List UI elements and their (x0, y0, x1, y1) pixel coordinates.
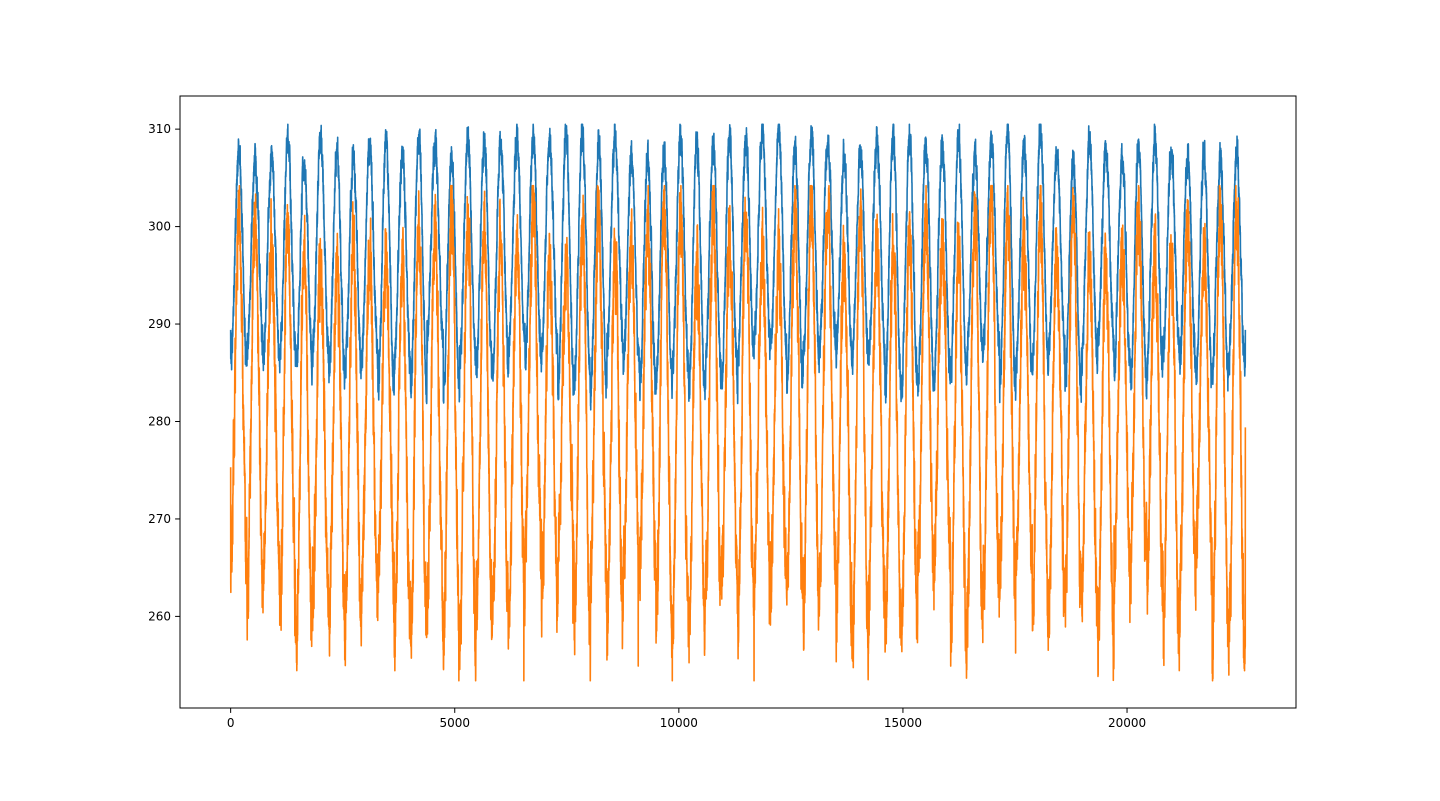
y-tick-label: 270 (148, 512, 171, 526)
x-axis: 0 5000 10000 15000 20000 (227, 708, 1146, 730)
x-tick-label: 10000 (660, 716, 698, 730)
x-tick-label: 0 (227, 716, 235, 730)
x-tick-label: 5000 (439, 716, 470, 730)
y-tick-label: 290 (148, 317, 171, 331)
plot-frame (179, 95, 1297, 709)
y-tick-label: 260 (148, 609, 171, 623)
y-axis: 260 270 280 290 300 310 (148, 122, 180, 623)
series-line-2 (229, 184, 1247, 682)
series-layer (229, 123, 1247, 682)
series-line-1 (229, 123, 1247, 411)
y-tick-label: 300 (148, 220, 171, 234)
x-tick-label: 15000 (884, 716, 922, 730)
y-tick-label: 280 (148, 414, 171, 428)
y-tick-label: 310 (148, 122, 171, 136)
x-tick-label: 20000 (1108, 716, 1146, 730)
